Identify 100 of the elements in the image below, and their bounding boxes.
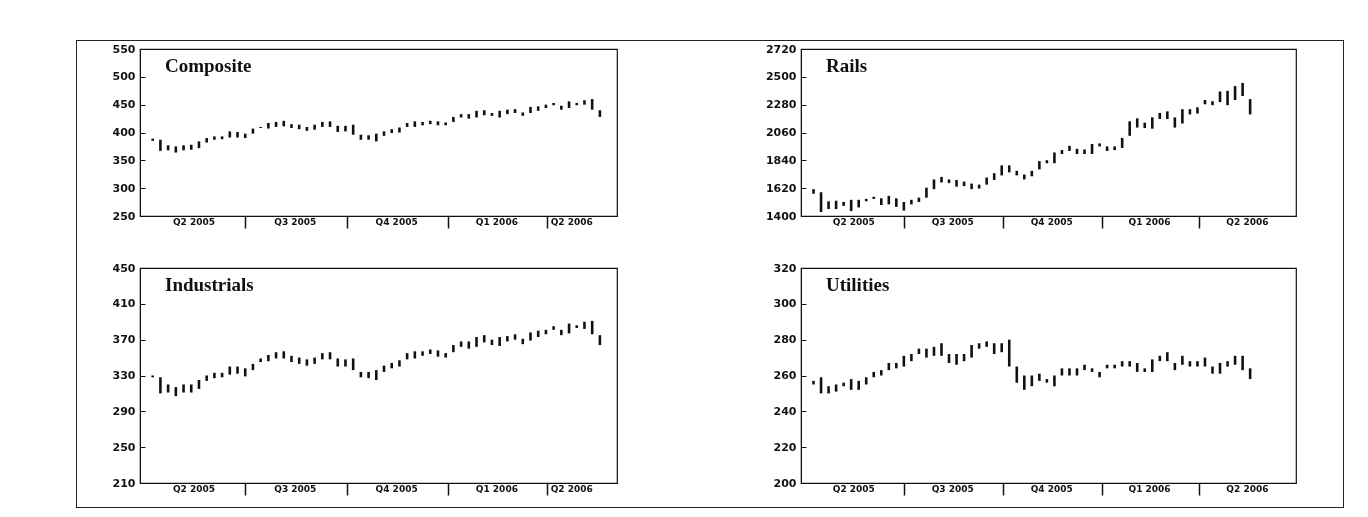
y-tick-label: 300 bbox=[112, 181, 136, 195]
x-tick-label: Q2 2006 bbox=[550, 216, 593, 227]
y-tick-label: 300 bbox=[773, 297, 797, 311]
y-tick-label: 240 bbox=[773, 404, 797, 418]
bar bbox=[1211, 101, 1214, 106]
bar bbox=[398, 360, 401, 367]
bar bbox=[367, 371, 370, 379]
bar bbox=[940, 176, 943, 183]
bar bbox=[390, 362, 394, 369]
bar bbox=[895, 362, 898, 369]
bar bbox=[243, 368, 247, 377]
chart-title: Industrials bbox=[165, 274, 254, 295]
bar bbox=[910, 199, 913, 205]
chart-title: Composite bbox=[165, 55, 252, 76]
x-tick-label: Q2 2005 bbox=[172, 216, 216, 227]
x-tick-label: Q1 2006 bbox=[475, 216, 518, 227]
bar bbox=[1241, 82, 1244, 97]
bar bbox=[842, 201, 845, 206]
bar bbox=[910, 354, 913, 362]
bar bbox=[970, 345, 973, 358]
bar bbox=[560, 329, 563, 336]
bar bbox=[506, 109, 509, 115]
bar bbox=[1023, 375, 1026, 390]
bar bbox=[583, 100, 586, 105]
x-tick-label: Q1 2006 bbox=[1128, 216, 1171, 227]
bar bbox=[151, 138, 155, 141]
bar bbox=[1053, 375, 1056, 387]
bar bbox=[159, 377, 162, 394]
y-tick-label: 1620 bbox=[765, 181, 797, 195]
y-tick-label: 220 bbox=[773, 440, 797, 454]
bar bbox=[1083, 149, 1086, 155]
bar bbox=[259, 358, 262, 363]
y-tick-label: 400 bbox=[112, 126, 136, 139]
y-tick-label: 320 bbox=[773, 261, 797, 275]
bar bbox=[213, 136, 216, 140]
bar bbox=[336, 358, 340, 367]
x-tick-label: Q1 2006 bbox=[475, 483, 518, 494]
bar bbox=[879, 370, 883, 376]
bar bbox=[1196, 107, 1199, 114]
bar bbox=[182, 384, 185, 393]
bar bbox=[827, 201, 830, 210]
bar bbox=[521, 112, 525, 116]
y-tick-label: 260 bbox=[773, 369, 797, 382]
bar bbox=[182, 145, 185, 151]
x-tick-label: Q3 2005 bbox=[931, 216, 974, 227]
bar bbox=[421, 121, 424, 126]
bar bbox=[1068, 145, 1071, 151]
bar bbox=[529, 332, 532, 341]
x-tick-label: Q2 2005 bbox=[832, 483, 875, 494]
y-tick-label: 330 bbox=[112, 369, 136, 382]
bar bbox=[925, 348, 928, 358]
bar bbox=[1143, 368, 1147, 372]
x-tick-label: Q2 2005 bbox=[172, 483, 216, 494]
bar bbox=[955, 179, 958, 187]
bar bbox=[552, 103, 555, 106]
bar bbox=[575, 103, 579, 106]
bar bbox=[390, 129, 394, 134]
bar bbox=[925, 187, 928, 198]
bar bbox=[375, 133, 378, 142]
x-tick-label: Q1 2006 bbox=[1128, 483, 1171, 494]
bar bbox=[940, 343, 943, 356]
y-tick-label: 2280 bbox=[765, 98, 797, 112]
y-tick-label: 2500 bbox=[765, 70, 797, 84]
x-tick-label: Q4 2005 bbox=[375, 483, 418, 494]
bar bbox=[864, 198, 868, 202]
bar bbox=[482, 110, 486, 116]
bar bbox=[344, 359, 347, 367]
y-tick-label: 200 bbox=[773, 476, 797, 490]
bar bbox=[1023, 174, 1026, 180]
chart-title: Utilities bbox=[826, 274, 890, 295]
x-tick-label: Q3 2005 bbox=[931, 483, 974, 494]
bar bbox=[1166, 111, 1169, 119]
bar bbox=[529, 106, 532, 114]
bar bbox=[475, 336, 478, 347]
bar bbox=[879, 198, 883, 205]
bar bbox=[560, 105, 563, 110]
bar bbox=[205, 375, 208, 381]
bar bbox=[205, 138, 208, 143]
bar bbox=[1150, 359, 1154, 372]
bar bbox=[985, 177, 988, 185]
x-tick-label: Q2 2006 bbox=[550, 483, 593, 494]
bar bbox=[1098, 143, 1101, 147]
bar bbox=[421, 351, 424, 356]
bar bbox=[267, 354, 270, 362]
bar bbox=[313, 357, 316, 364]
bar bbox=[1181, 109, 1184, 124]
bar bbox=[1226, 90, 1229, 106]
y-tick-label: 350 bbox=[112, 153, 136, 167]
bar bbox=[1000, 165, 1004, 176]
bar bbox=[321, 121, 324, 127]
bar bbox=[1000, 343, 1004, 353]
bar bbox=[243, 133, 247, 139]
bar bbox=[282, 120, 286, 127]
bar bbox=[895, 198, 898, 207]
bar bbox=[1128, 121, 1131, 136]
bar bbox=[1015, 366, 1019, 383]
bar bbox=[1166, 352, 1169, 362]
bar bbox=[428, 349, 432, 354]
bar bbox=[398, 127, 401, 133]
bar bbox=[552, 326, 555, 330]
